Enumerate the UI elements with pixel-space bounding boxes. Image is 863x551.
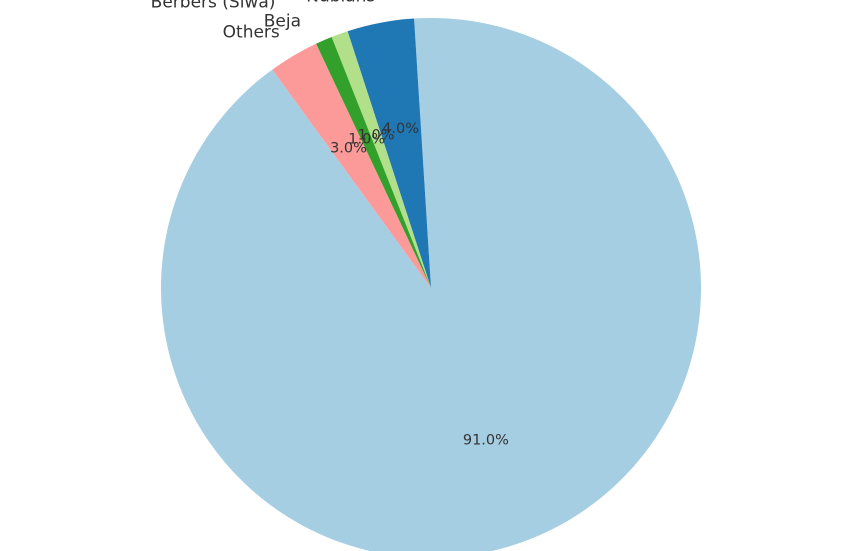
pie-slices xyxy=(161,18,701,551)
pie-slice-beja xyxy=(316,36,431,289)
percent-label-egyptian-arabs: 91.0% xyxy=(463,432,509,448)
category-labels: Egyptian ArabsNubiansBerbers (Siwa)BejaO… xyxy=(151,0,376,42)
percent-label-berbers-siwa: 1.0% xyxy=(358,128,395,144)
pie-slice-berbers-siwa xyxy=(331,31,431,289)
percent-labels: 91.0% 4.0%1.0%1.0%3.0% xyxy=(330,121,509,449)
pie-slice-nubians xyxy=(347,18,431,289)
pie-slice-egyptian-arabs xyxy=(161,18,701,551)
category-label-nubians: Nubians xyxy=(306,0,375,6)
percent-label-others: 3.0% xyxy=(330,141,367,157)
pie-slice-others xyxy=(272,43,431,289)
percent-label-nubians: 4.0% xyxy=(382,121,419,137)
category-label-others: Others xyxy=(223,22,280,42)
category-label-beja: Beja xyxy=(264,11,301,31)
category-label-berbers-siwa: Berbers (Siwa) xyxy=(151,0,276,13)
percent-label-beja: 1.0% xyxy=(348,131,385,147)
